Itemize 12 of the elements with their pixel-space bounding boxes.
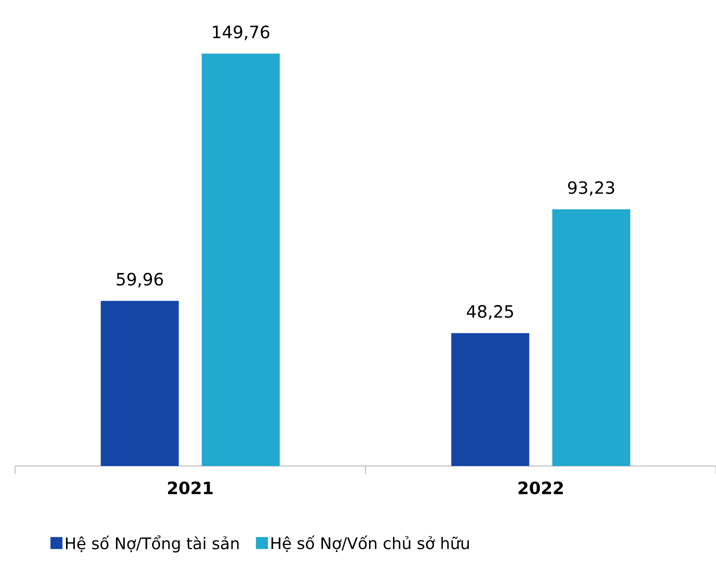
legend-label: Hệ số Nợ/Vốn chủ sở hữu <box>271 536 469 552</box>
data-label: 149,76 <box>212 26 270 40</box>
data-label: 48,25 <box>466 305 514 320</box>
bar <box>552 209 630 466</box>
bar <box>202 54 280 466</box>
x-tick-label: 2021 <box>168 481 213 494</box>
legend-label: Hệ số Nợ/Tổng tài sản <box>66 535 239 552</box>
bar <box>451 333 530 466</box>
data-label: 59,96 <box>116 272 163 288</box>
bar <box>100 300 179 466</box>
data-label: 93,23 <box>568 181 614 196</box>
x-tick-label: 2022 <box>518 481 563 494</box>
